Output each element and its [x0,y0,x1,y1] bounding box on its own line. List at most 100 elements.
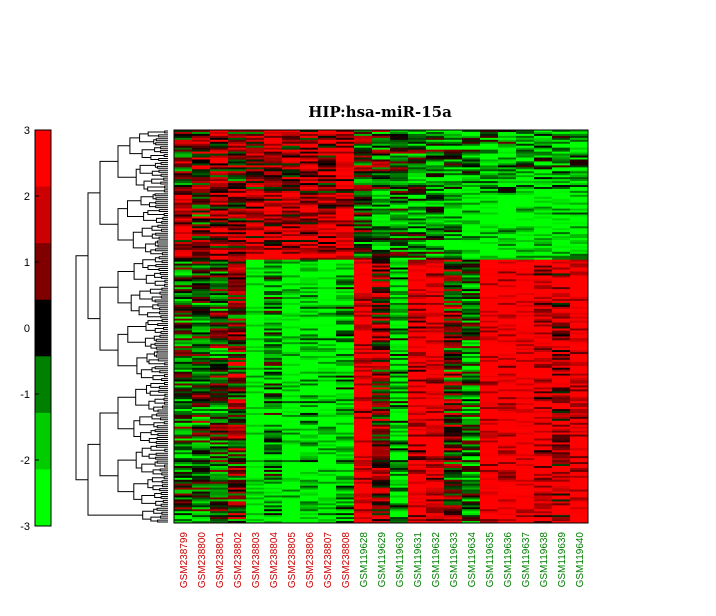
heatmap-cell [228,131,247,135]
heatmap-cell [336,226,355,229]
heatmap-cell [246,157,265,160]
heatmap-cell [426,397,445,400]
heatmap-cell [534,397,553,400]
heatmap-cell [552,320,571,323]
dendrogram-branch [162,499,168,503]
heatmap-cell [264,265,283,268]
heatmap-cell [390,391,409,394]
heatmap-cell [390,383,409,386]
heatmap-cell [192,318,211,321]
heatmap-cell [480,137,499,141]
heatmap-cell [462,340,481,343]
heatmap-cell [498,155,517,158]
heatmap-cell [192,308,211,312]
heatmap-cell [372,462,391,465]
heatmap-cell [246,259,265,262]
heatmap-cell [318,194,337,198]
heatmap-cell [408,420,427,424]
heatmap-cell [228,230,247,233]
heatmap-cell [300,263,319,266]
heatmap-cell [534,192,553,196]
heatmap-cell [480,373,499,376]
heatmap-cell [264,481,283,485]
heatmap-cell [516,521,535,524]
heatmap-cell [552,316,571,319]
heatmap-cell [300,247,319,251]
heatmap-cell [372,320,391,323]
heatmap-cell [336,202,355,205]
heatmap-cell [570,434,589,437]
heatmap-cell [246,273,265,276]
heatmap-cell [426,403,445,406]
dendrogram-branch [158,385,168,389]
dendrogram-branch [129,137,143,155]
heatmap-cell [552,466,571,469]
heatmap-cell [462,320,481,323]
heatmap-cell [390,466,409,469]
heatmap-cell [318,426,337,429]
heatmap-cell [426,348,445,351]
heatmap-cell [516,135,535,139]
heatmap-cell [318,352,337,355]
heatmap-cell [534,481,553,485]
heatmap-cell [192,304,211,308]
heatmap-cell [462,369,481,372]
heatmap-cell [498,153,517,156]
heatmap-cell [282,466,301,469]
heatmap-cell [354,357,373,361]
heatmap-cell [534,212,553,215]
heatmap-cell [282,340,301,343]
heatmap-cell [426,314,445,317]
heatmap-cell [282,263,301,266]
heatmap-cell [498,444,517,447]
heatmap-cell [372,171,391,174]
heatmap-cell [174,401,193,404]
heatmap-cell [246,416,265,420]
heatmap-cell [210,354,229,357]
heatmap-cell [372,467,391,471]
heatmap-cell [300,422,319,426]
heatmap-cell [192,450,211,453]
heatmap-cell [534,442,553,445]
heatmap-cell [318,485,337,488]
heatmap-cell [210,477,229,481]
heatmap-cell [246,371,265,374]
heatmap-cell [300,165,319,168]
heatmap-cell [246,188,265,192]
heatmap-cell [336,422,355,426]
heatmap-cell [570,440,589,443]
heatmap-cell [354,232,373,235]
heatmap-cell [192,471,211,475]
heatmap-cell [426,318,445,321]
row-dendrogram [75,130,168,523]
heatmap-cell [174,228,193,231]
heatmap-cell [264,416,283,420]
heatmap-cell [228,130,247,133]
heatmap-cell [480,293,499,296]
heatmap-cell [570,346,589,349]
heatmap-cell [318,177,337,180]
heatmap-cell [336,318,355,321]
heatmap-cell [408,328,427,331]
heatmap-cell [174,281,193,284]
heatmap-cell [498,190,517,194]
heatmap-cell [480,409,499,412]
heatmap-cell [264,234,283,237]
heatmap-cell [552,503,571,506]
heatmap-cell [318,438,337,441]
heatmap-cell [264,293,283,296]
heatmap-cell [480,157,499,160]
heatmap-cell [534,340,553,343]
heatmap-cell [354,206,373,209]
heatmap-cell [408,131,427,135]
heatmap-cell [336,399,355,402]
heatmap-cell [462,151,481,154]
heatmap-cell [498,255,517,259]
heatmap-cell [552,352,571,355]
dendrogram-branch [161,260,168,264]
heatmap-cell [174,283,193,286]
heatmap-cell [192,133,211,137]
heatmap-cell [318,365,337,369]
heatmap-cell [462,507,481,510]
heatmap-cell [390,513,409,516]
